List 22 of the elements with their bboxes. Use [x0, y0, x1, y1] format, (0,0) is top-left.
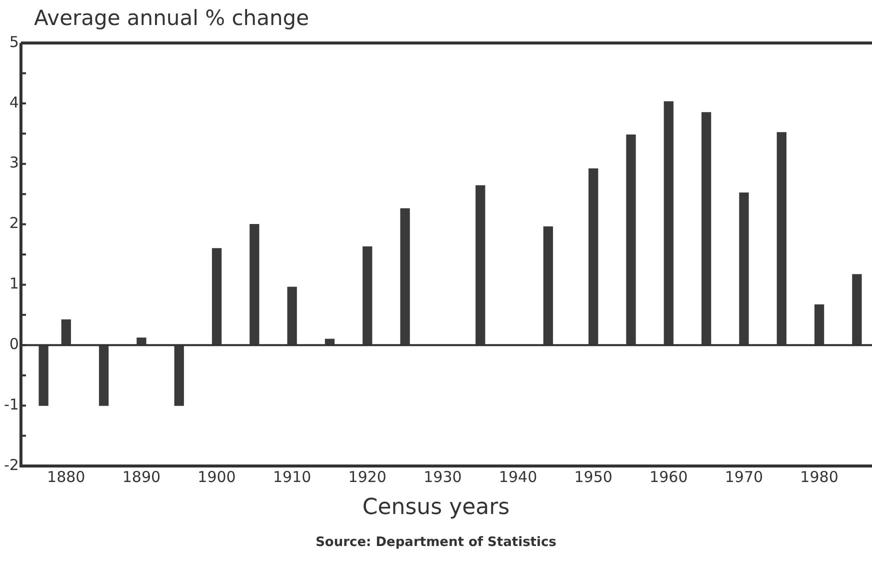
x-tick-label: 1950 — [574, 468, 612, 486]
x-tick-label: 1980 — [800, 468, 838, 486]
x-tick-label: 1890 — [122, 468, 161, 486]
y-tick-label: 0 — [9, 335, 19, 354]
y-tick-label: 4 — [9, 93, 19, 112]
y-tick-label: 5 — [9, 32, 19, 51]
y-tick-label: 1 — [9, 274, 19, 293]
x-tick-label: 1930 — [424, 468, 462, 486]
y-tick-label: -2 — [4, 456, 19, 474]
y-tick-label: 3 — [9, 154, 19, 172]
x-tick-label: 1970 — [724, 468, 764, 486]
y-tick-label: 2 — [9, 214, 19, 232]
x-axis-title: Census years — [361, 495, 511, 520]
x-tick-label: 1880 — [47, 468, 86, 486]
x-tick-label: 1900 — [198, 468, 236, 486]
source-note: Source: Department of Statistics — [314, 535, 558, 550]
x-tick-label: 1910 — [272, 468, 312, 486]
y-tick-label: -1 — [4, 395, 19, 414]
x-tick-label: 1960 — [650, 468, 688, 486]
x-tick-label: 1940 — [498, 468, 538, 486]
x-tick-label: 1920 — [348, 468, 386, 486]
y-axis-title: Average annual % change — [34, 6, 309, 30]
